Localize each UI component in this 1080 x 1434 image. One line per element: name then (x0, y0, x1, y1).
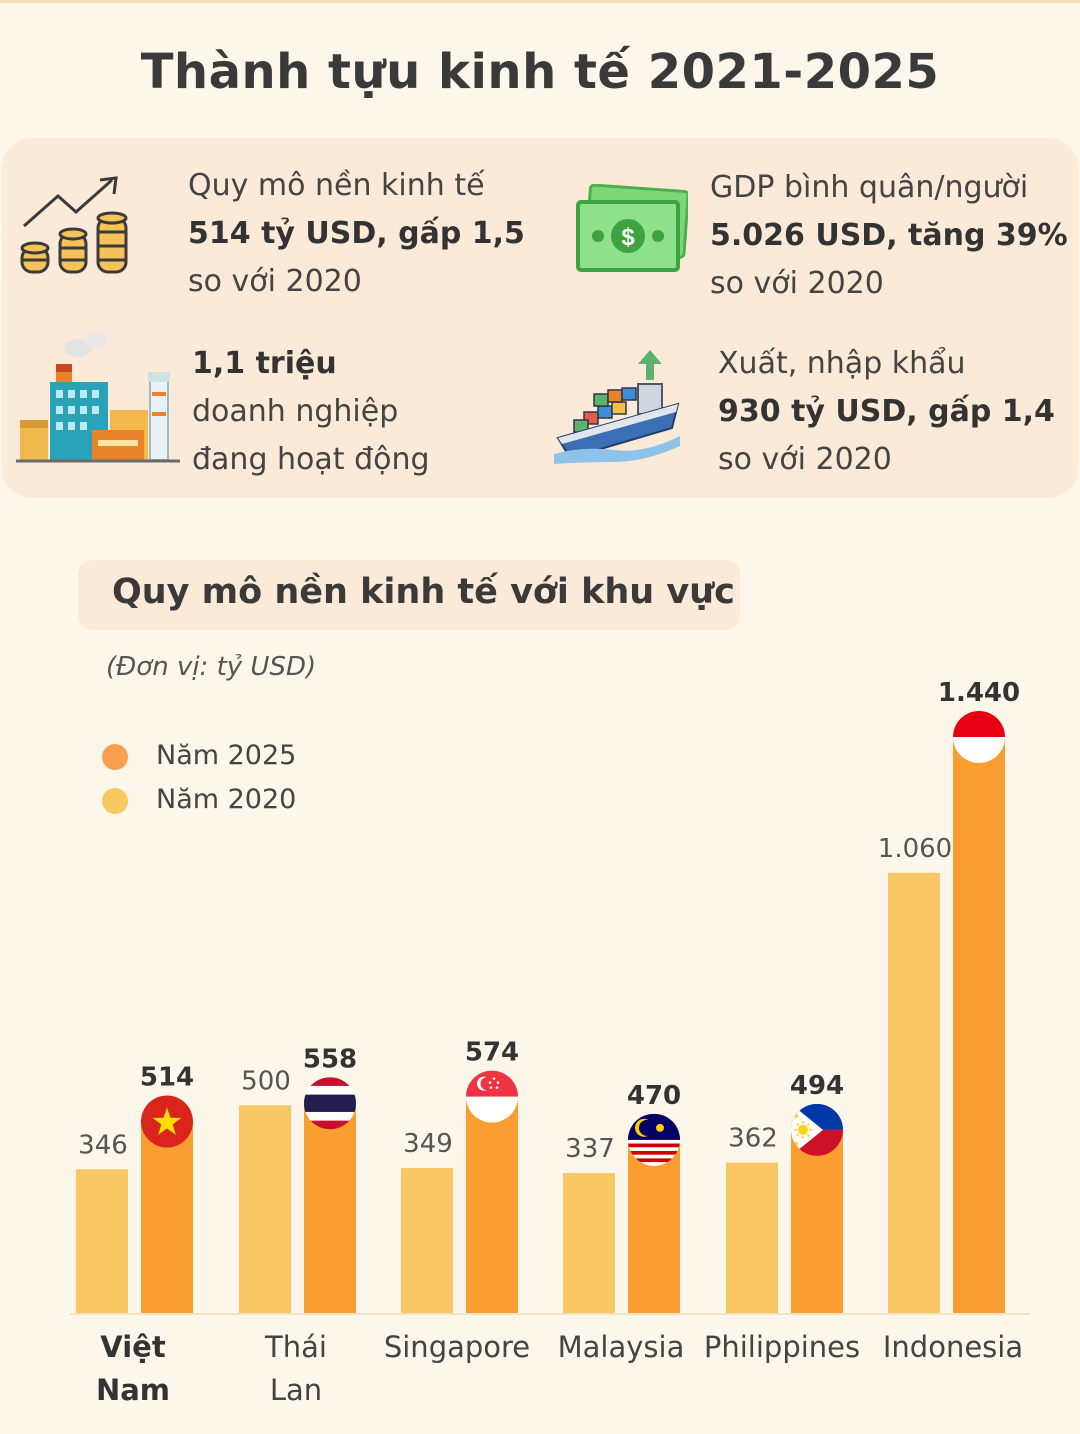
category-label-3: Malaysia (536, 1326, 706, 1369)
category-label-line: Nam (95, 1373, 171, 1407)
thailand-flag-icon (304, 1077, 356, 1130)
data-label-2025-4: 494 (790, 1071, 844, 1101)
data-label-2025-5: 1.440 (938, 678, 1020, 708)
data-label-2020-1: 500 (241, 1066, 291, 1096)
category-label-2: Singapore (372, 1326, 542, 1369)
data-label-2020-0: 346 (78, 1130, 128, 1160)
bar-2025-4 (791, 1107, 843, 1313)
stat-enterprises: 1,1 triệu doanh nghiệp đang hoạt động (192, 340, 430, 484)
page-title: Thành tựu kinh tế 2021-2025 (140, 44, 940, 100)
bar-2020-3 (563, 1173, 615, 1313)
chart-unit: (Đơn vị: tỷ USD) (106, 652, 317, 682)
stat-label: doanh nghiệp (192, 394, 399, 429)
stat-value: 930 tỷ USD, gấp 1,4 (718, 394, 1055, 429)
cargo-ship-icon (554, 350, 680, 464)
category-label-1: Thái Lan (211, 1326, 381, 1412)
stat-label: Quy mô nền kinh tế (188, 168, 485, 203)
bar-2020-0 (76, 1169, 128, 1313)
legend-label-2020: Năm 2020 (156, 784, 297, 815)
category-label-line: Singapore (383, 1330, 531, 1364)
legend-label-2025: Năm 2025 (156, 740, 297, 771)
bar-2020-5 (888, 872, 940, 1313)
legend-dot-2020 (102, 788, 128, 814)
malaysia-flag-icon (628, 1113, 680, 1166)
category-label-line: Việt (100, 1330, 166, 1364)
category-label-line: Philippines (703, 1330, 861, 1364)
bar-2025-2 (466, 1074, 518, 1313)
category-label-4: Philippines (697, 1326, 867, 1369)
factory-icon (16, 332, 180, 463)
bar-2025-0 (141, 1099, 193, 1313)
stat-import-export: Xuất, nhập khẩu 930 tỷ USD, gấp 1,4 so v… (718, 340, 1055, 484)
stat-economy-size: Quy mô nền kinh tế 514 tỷ USD, gấp 1,5 s… (188, 162, 525, 306)
bar-2020-1 (239, 1105, 291, 1313)
category-label-5: Indonesia (868, 1326, 1038, 1369)
data-label-2025-0: 514 (140, 1063, 194, 1093)
data-label-2020-4: 362 (728, 1124, 778, 1154)
bar-2025-1 (304, 1081, 356, 1313)
svg-text:$: $ (621, 224, 635, 251)
stat-label: GDP bình quân/người (710, 170, 1029, 205)
bar-2025-5 (953, 715, 1005, 1313)
stat-label: Xuất, nhập khẩu (718, 346, 966, 381)
stat-note: so với 2020 (718, 442, 892, 477)
data-label-2020-2: 349 (403, 1129, 453, 1159)
data-label-2025-1: 558 (303, 1044, 357, 1074)
data-label-2025-3: 470 (627, 1081, 681, 1111)
coins-growth-icon (20, 176, 128, 274)
vietnam-flag-icon (141, 1095, 193, 1148)
chart-title: Quy mô nền kinh tế với khu vực (112, 572, 735, 612)
stats-panel: Quy mô nền kinh tế 514 tỷ USD, gấp 1,5 s… (2, 138, 1078, 498)
stat-value: 514 tỷ USD, gấp 1,5 (188, 216, 525, 251)
stat-note: đang hoạt động (192, 442, 430, 477)
data-label-2025-2: 574 (465, 1038, 519, 1068)
stat-value: 5.026 USD, tăng 39% (710, 218, 1068, 253)
category-label-0: Việt Nam (48, 1326, 218, 1412)
category-label-line: Malaysia (557, 1330, 685, 1364)
indonesia-flag-icon (953, 711, 1005, 763)
category-label-line: Indonesia (882, 1330, 1024, 1364)
legend-dot-2025 (102, 744, 128, 770)
chart-title-box: Quy mô nền kinh tế với khu vực (78, 560, 740, 630)
category-label-line: Thái (265, 1330, 327, 1364)
bar-2020-4 (726, 1162, 778, 1313)
money-bill-icon: $ (576, 184, 688, 272)
bar-2020-2 (401, 1168, 453, 1313)
stat-gdp-per-capita: GDP bình quân/người 5.026 USD, tăng 39% … (710, 164, 1068, 308)
singapore-flag-icon (466, 1070, 518, 1123)
stat-note: so với 2020 (188, 264, 362, 299)
stat-note: so với 2020 (710, 266, 884, 301)
top-divider (0, 0, 1080, 3)
data-label-2020-5: 1.060 (878, 834, 952, 864)
category-label-line: Lan (269, 1373, 323, 1407)
bar-2025-3 (628, 1117, 680, 1313)
data-label-2020-3: 337 (565, 1134, 615, 1164)
stat-value: 1,1 triệu (192, 346, 337, 381)
philippines-flag-icon (791, 1103, 843, 1156)
